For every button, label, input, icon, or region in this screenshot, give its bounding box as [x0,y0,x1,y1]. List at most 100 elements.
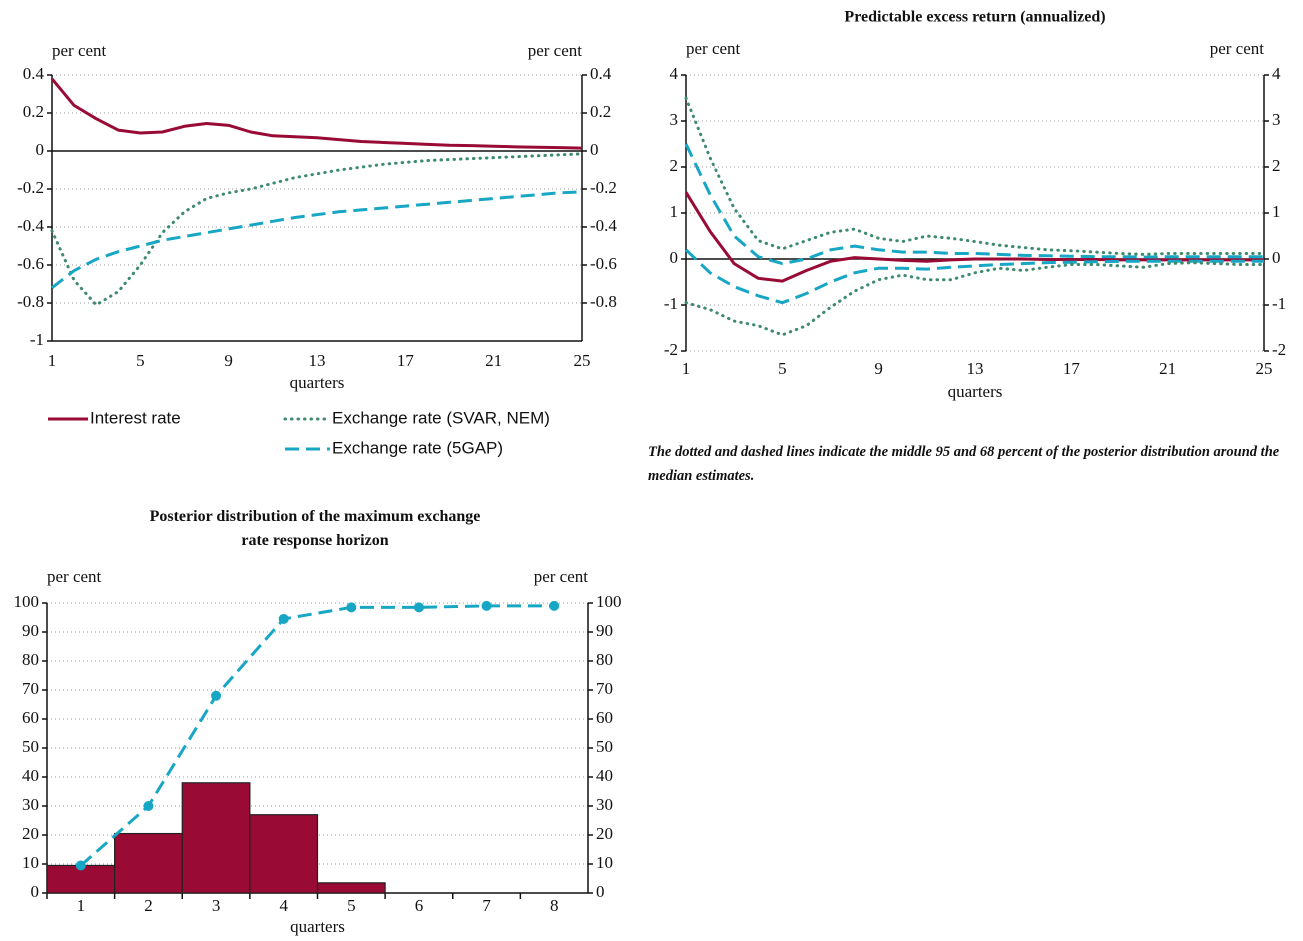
y-tick-label: 80 [22,650,39,669]
y2-tick-label: 2 [1272,156,1281,175]
y2-tick-label: 0 [1272,248,1281,267]
legend-label: Exchange rate (SVAR, NEM) [332,408,550,427]
y2-tick-label: 30 [596,795,613,814]
y-tick-label: -0.6 [17,254,44,273]
y-axis-label: per cent [52,41,107,60]
y-tick-label: 2 [670,156,679,175]
bar [114,832,183,894]
x-tick-label: 9 [224,351,233,370]
y2-tick-label: -2 [1272,340,1286,359]
y-tick-label: 70 [22,679,39,698]
x-tick-label: 1 [682,359,691,378]
y2-tick-label: 90 [596,621,613,640]
x-tick-label: 13 [309,351,326,370]
x-tick-label: 8 [550,896,559,915]
bar [249,814,319,894]
y2-axis-label: per cent [534,567,589,586]
x-tick-label: 3 [212,896,221,915]
y-axis-label: per cent [47,567,102,586]
x-tick-label: 7 [482,896,491,915]
series-line [50,77,583,150]
legend-label: Interest rate [90,408,181,427]
x-axis-label: quarters [948,382,1003,401]
y2-tick-label: 80 [596,650,613,669]
x-tick-label: 25 [1256,359,1273,378]
x-tick-label: 17 [397,351,415,370]
y2-tick-label: 3 [1272,110,1281,129]
y-tick-label: 50 [22,737,39,756]
x-axis-label: quarters [290,373,345,392]
x-tick-label: 5 [778,359,787,378]
x-tick-label: 21 [485,351,502,370]
y-tick-label: 10 [22,853,39,872]
y2-axis-label: per cent [1210,39,1265,58]
y-tick-label: 40 [22,766,39,785]
x-tick-label: 1 [48,351,57,370]
y-tick-label: 60 [22,708,39,727]
y2-tick-label: 40 [596,766,613,785]
y2-tick-label: 0 [590,140,599,159]
y-tick-label: 0.2 [23,102,44,121]
y2-axis-label: per cent [528,41,583,60]
y2-tick-label: 1 [1272,202,1281,221]
x-tick-label: 25 [574,351,591,370]
y2-tick-label: -0.4 [590,216,617,235]
x-tick-label: 6 [415,896,424,915]
y-tick-label: 0 [36,140,45,159]
y-tick-label: 90 [22,621,39,640]
y-axis-label: per cent [686,39,741,58]
series-line [684,96,1266,256]
chart-title: Posterior distribution of the maximum ex… [149,508,481,549]
y-tick-label: 100 [14,592,40,611]
x-tick-label: 5 [136,351,145,370]
y-tick-label: -0.4 [17,216,44,235]
x-tick-label: 17 [1063,359,1081,378]
series-line [684,248,1264,305]
y2-tick-label: -0.8 [590,292,617,311]
x-tick-label: 9 [874,359,883,378]
chart-title: Predictable excess return (annualized) [844,9,1105,26]
y-tick-label: 20 [22,824,39,843]
point [278,613,289,624]
y2-tick-label: 20 [596,824,613,843]
y-tick-label: 0 [670,248,679,267]
y-tick-label: 0.4 [23,64,45,83]
point [346,602,357,613]
y-tick-label: 30 [22,795,39,814]
point [211,690,222,701]
x-tick-label: 1 [77,896,86,915]
series-line [79,604,555,867]
point [143,801,154,811]
y2-tick-label: -1 [1272,294,1286,313]
y2-tick-label: 70 [596,679,613,698]
series-line [51,190,583,289]
y2-tick-label: 10 [596,853,613,872]
x-tick-label: 5 [347,896,356,915]
y-tick-label: 0 [31,882,40,901]
y2-tick-label: 0.2 [590,102,611,121]
y2-tick-label: -0.6 [590,254,617,273]
x-tick-label: 4 [279,896,288,915]
y2-tick-label: 0 [596,882,605,901]
bar [181,782,251,894]
y-tick-label: 3 [670,110,679,129]
y2-tick-label: 0.4 [590,64,612,83]
point [413,602,424,613]
y-tick-label: -1 [664,294,678,313]
bar [316,882,386,894]
series-line [684,191,1264,283]
point [549,600,560,611]
y-tick-label: -0.8 [17,292,44,311]
legend-label: Exchange rate (5GAP) [332,438,503,457]
y-tick-label: 4 [670,64,679,83]
series-line [684,143,1264,266]
y-tick-label: -0.2 [17,178,44,197]
point [75,860,86,871]
x-axis-label: quarters [290,917,345,936]
y-tick-label: -2 [664,340,678,359]
y2-tick-label: 4 [1272,64,1281,83]
series-line [50,152,584,307]
y2-tick-label: -0.2 [590,178,617,197]
